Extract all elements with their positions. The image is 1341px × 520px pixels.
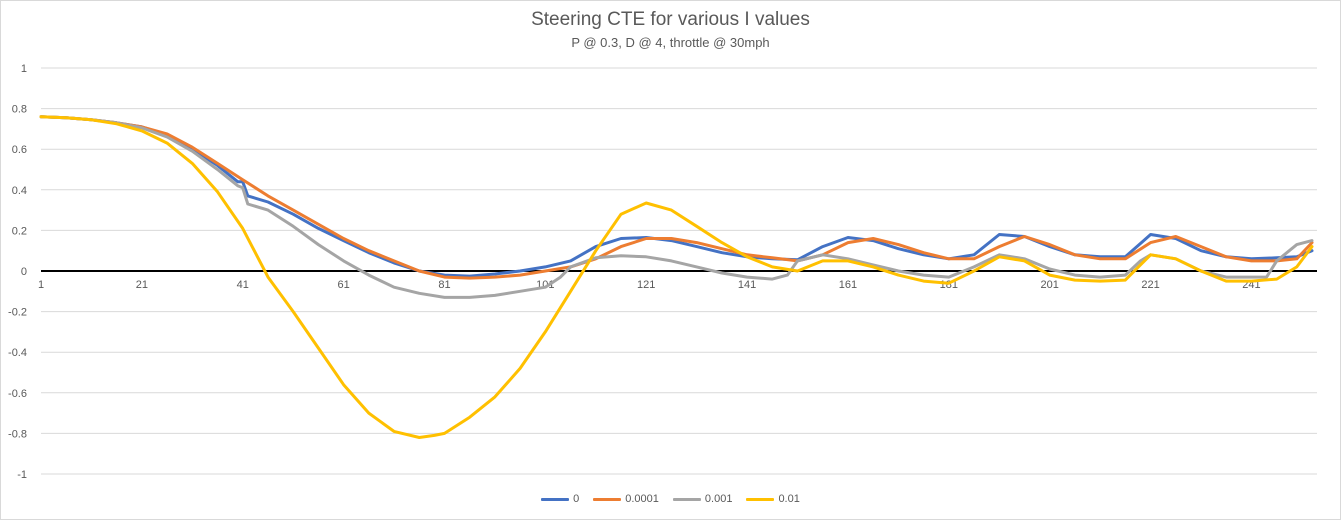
gridlines [41, 67, 1317, 475]
x-tick-label: 21 [136, 279, 148, 291]
y-tick-label: -0.6 [8, 388, 27, 400]
y-tick-label: 0.6 [12, 144, 27, 156]
y-tick-label: 0.8 [12, 104, 27, 116]
legend-swatch [593, 497, 622, 501]
series-lines [39, 115, 1314, 439]
legend-item: 0.01 [746, 493, 800, 505]
legend: 0 0.0001 0.001 0.01 [0, 493, 1341, 505]
x-tick-label: 61 [337, 279, 349, 291]
legend-swatch [746, 497, 775, 501]
legend-item: 0.0001 [593, 493, 659, 505]
legend-label: 0.001 [704, 493, 733, 505]
series-line-0 [39, 115, 1314, 278]
x-tick-label: 161 [839, 279, 857, 291]
x-tick-label: 41 [237, 279, 249, 291]
series-line-2 [39, 115, 1314, 299]
y-tick-label: 0 [21, 266, 27, 278]
x-tick-label: 121 [637, 279, 655, 291]
chart-subtitle: P @ 0.3, D @ 4, throttle @ 30mph [571, 35, 770, 50]
y-axis-labels: 1 0.8 0.6 0.4 0.2 0 -0.2 -0.4 -0.6 -0.8 -1 [8, 63, 27, 481]
chart-title: Steering CTE for various I values [531, 9, 810, 30]
legend-swatch [541, 497, 570, 501]
y-tick-label: -1 [17, 469, 27, 481]
legend-label: 0.01 [778, 493, 800, 505]
y-tick-label: -0.2 [8, 307, 27, 319]
x-tick-label: 81 [438, 279, 450, 291]
y-tick-label: -0.8 [8, 428, 27, 440]
legend-item: 0.001 [672, 493, 733, 505]
y-tick-label: 0.4 [12, 185, 27, 197]
x-tick-label: 221 [1141, 279, 1159, 291]
legend-swatch [672, 497, 701, 501]
legend-item: 0 [541, 493, 579, 505]
series-line-1 [39, 115, 1314, 280]
legend-label: 0.0001 [625, 493, 659, 505]
x-tick-label: 201 [1041, 279, 1059, 291]
legend-label: 0 [573, 493, 580, 505]
y-tick-label: 0.2 [12, 225, 27, 237]
series-line-3 [39, 115, 1314, 439]
y-tick-label: -0.4 [8, 347, 27, 359]
x-tick-label: 1 [38, 279, 44, 291]
y-tick-label: 1 [21, 63, 27, 75]
x-tick-label: 141 [738, 279, 756, 291]
